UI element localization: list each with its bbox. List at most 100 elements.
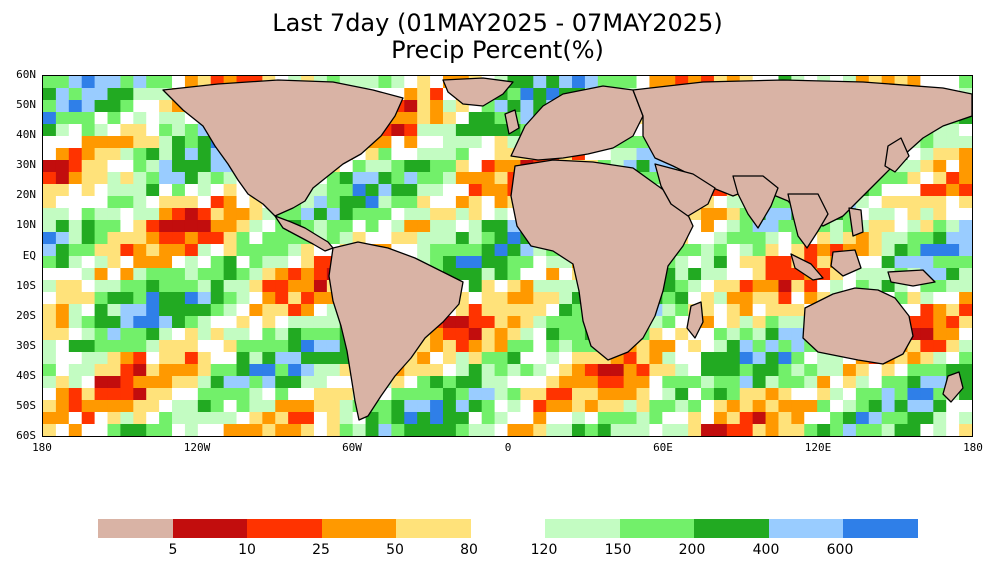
precip-cell [404,136,418,149]
precip-cell [623,148,638,161]
precip-cell [855,232,870,245]
precip-cell [55,316,70,329]
precip-cell [649,400,663,413]
legend-label: 25 [312,542,330,558]
precip-cell [430,88,444,101]
precip-cell [288,328,302,341]
precip-cell [907,364,921,377]
precip-cell [597,388,612,401]
precip-cell [907,412,921,425]
precip-cell [391,160,405,173]
precip-cell [765,316,780,329]
precip-cell [313,184,328,197]
precip-cell [146,88,160,101]
precip-cell [301,256,315,269]
precip-cell [520,244,534,257]
precip-cell [713,328,728,341]
precip-cell [417,160,431,173]
precip-cell [649,424,663,436]
precip-cell [688,412,702,425]
precip-cell [830,376,844,389]
precip-cell [946,184,960,197]
precip-cell [107,232,122,245]
precip-cell [468,256,483,269]
precip-cell [249,256,263,269]
precip-cell [442,160,457,173]
precip-cell [533,76,547,89]
precip-cell [739,328,754,341]
precip-cell [146,136,160,149]
precip-cell [468,280,483,293]
precip-cell [55,364,70,377]
precip-cell [752,292,767,305]
precip-cell [533,388,547,401]
precip-cell [713,280,728,293]
precip-cell [933,400,947,413]
precip-cell [94,304,109,317]
legend-label: 200 [678,542,706,558]
precip-cell [481,160,496,173]
precip-cell [907,244,921,257]
precip-cell [726,376,741,389]
precip-cell [81,208,96,221]
precip-cell [107,268,122,281]
precip-cell [81,220,96,233]
precip-cell [584,364,599,377]
precip-cell [636,400,651,413]
precip-cell [365,196,380,209]
precip-cell [920,244,934,257]
precip-cell [662,316,676,329]
precip-cell [481,424,496,436]
precip-cell [197,364,212,377]
precip-cell [365,160,380,173]
precip-cell [249,352,263,365]
precip-cell [94,256,109,269]
precip-cell [933,256,947,269]
precip-cell [43,220,57,233]
precip-cell [507,364,521,377]
precip-cell [907,400,921,413]
precip-cell [649,340,663,353]
precip-cell [94,292,109,305]
precip-cell [210,316,225,329]
precip-cell [494,196,509,209]
precip-cell [946,280,960,293]
precip-cell [107,412,122,425]
precip-cell [43,316,57,329]
precip-cell [920,328,934,341]
precip-cell [313,340,328,353]
precip-cell [933,196,947,209]
precip-cell [546,304,560,317]
precip-cell [804,376,818,389]
precip-cell [830,424,844,436]
precip-cell [107,340,122,353]
precip-cell [301,208,315,221]
legend-label: 600 [826,542,854,558]
precip-cell [468,112,483,125]
precip-cell [55,148,70,161]
precip-cell [159,400,173,413]
precip-cell [559,304,573,317]
precip-cell [494,364,509,377]
precip-cell [817,388,831,401]
precip-cell [520,400,534,413]
precip-cell [959,124,972,137]
precip-cell [946,196,960,209]
precip-cell [855,412,870,425]
precip-cell [378,232,392,245]
lat-label: 50N [16,98,36,111]
precip-cell [43,364,57,377]
precip-cell [739,256,754,269]
precip-cell [546,364,560,377]
precip-cell [404,400,418,413]
precip-cell [288,244,302,257]
precip-cell [94,244,109,257]
precip-cell [236,196,251,209]
precip-cell [494,376,509,389]
precip-cell [197,340,212,353]
precip-cell [417,184,431,197]
precip-cell [946,136,960,149]
precip-cell [481,220,496,233]
precip-cell [959,292,972,305]
precip-cell [326,352,341,365]
